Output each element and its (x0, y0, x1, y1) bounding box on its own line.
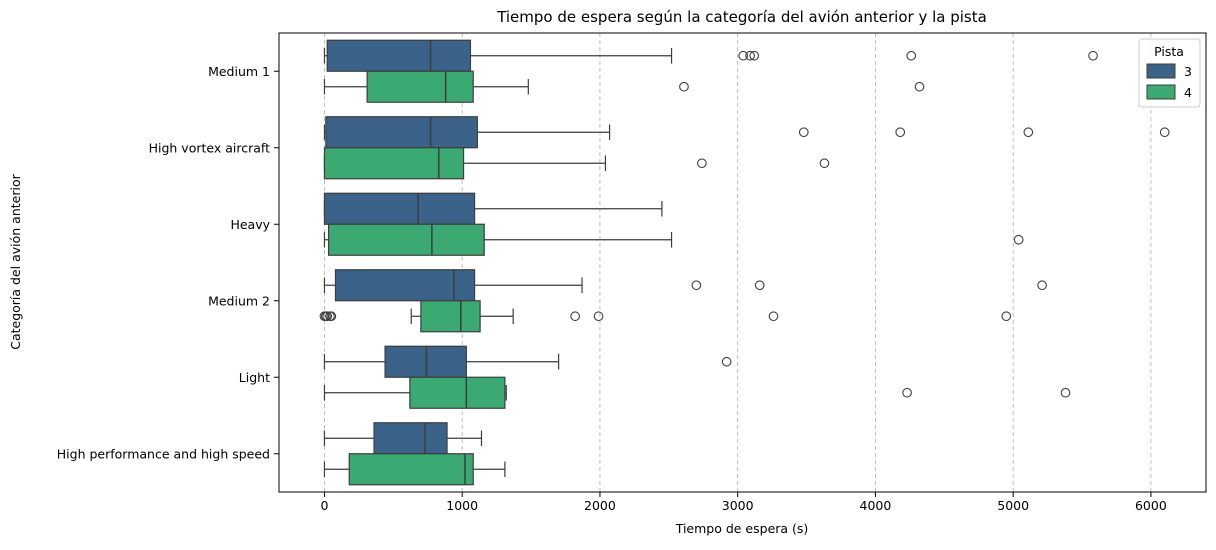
box (323, 192, 476, 225)
legend-label: 3 (1184, 64, 1192, 79)
plot-frame (278, 32, 1207, 493)
outlier-point (819, 158, 830, 169)
y-axis-ticks: Medium 1 High vortex aircraft Heavy Medium … (57, 64, 279, 461)
outlier-point (1088, 50, 1098, 61)
x-tick-label: 1000 (446, 498, 478, 513)
legend-swatch (1146, 63, 1176, 79)
x-tick-label: 5000 (997, 498, 1029, 513)
legend-label: 4 (1184, 85, 1192, 100)
y-tick-label: Medium 2 (208, 293, 270, 308)
box (420, 300, 481, 333)
box (373, 422, 448, 455)
y-tick-label: Medium 1 (208, 64, 270, 79)
box (334, 269, 476, 302)
outlier-point (1013, 234, 1024, 245)
x-tick-label: 0 (320, 498, 328, 513)
outlier-point (895, 127, 906, 138)
outlier-point (1159, 127, 1170, 138)
x-axis-label: Tiempo de espera (s) (675, 521, 809, 536)
outlier-point (768, 311, 779, 322)
chart-title: Tiempo de espera según la categoría del … (496, 8, 987, 26)
x-axis-ticks: 0 1000 2000 3000 4000 5000 6000 (320, 492, 1167, 513)
box (325, 116, 478, 149)
boxplot-series (319, 39, 1170, 486)
box (327, 223, 485, 256)
y-tick-label: Heavy (230, 217, 270, 232)
outlier-point (1001, 311, 1012, 322)
outlier-point (593, 311, 604, 322)
outlier-point (754, 280, 765, 291)
outlier-point (679, 81, 689, 92)
outlier-point (721, 356, 732, 367)
outlier-point (738, 50, 749, 61)
x-tick-label: 6000 (1135, 498, 1167, 513)
series-4 (319, 70, 1071, 486)
x-tick-label: 3000 (722, 498, 754, 513)
box (348, 453, 474, 486)
x-tick-label: 2000 (584, 498, 616, 513)
legend-swatch (1146, 84, 1176, 100)
outlier-point (745, 50, 755, 61)
outlier-point (902, 387, 912, 398)
legend: Pista 3 4 (1138, 38, 1201, 108)
outlier-point (1060, 387, 1071, 398)
box (366, 70, 474, 103)
outlier-point (691, 280, 702, 291)
outlier-point (697, 158, 707, 169)
outlier-point (749, 50, 760, 61)
legend-title: Pista (1154, 44, 1184, 59)
outlier-point (322, 311, 333, 322)
y-tick-label: High performance and high speed (57, 446, 270, 461)
y-tick-label: Light (239, 370, 270, 385)
outlier-point (798, 127, 809, 138)
y-tick-label: High vortex aircraft (149, 140, 270, 155)
outlier-point (326, 311, 337, 322)
outlier-point (1037, 280, 1047, 291)
outlier-point (1023, 127, 1034, 138)
box (323, 147, 465, 180)
outlier-point (906, 50, 917, 61)
x-tick-label: 4000 (860, 498, 892, 513)
box (326, 39, 472, 72)
box (409, 376, 506, 409)
outlier-point (570, 311, 580, 322)
outlier-point (914, 81, 925, 92)
y-axis-label: Categoría del avión anterior (8, 173, 23, 349)
